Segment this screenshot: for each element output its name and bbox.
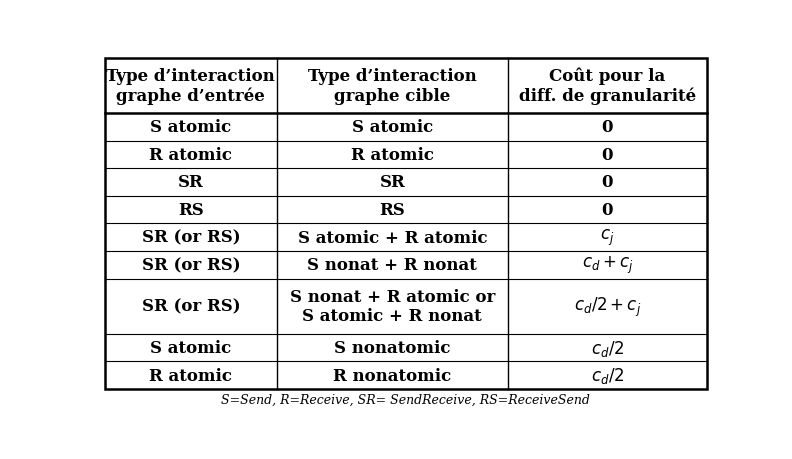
Text: SR (or RS): SR (or RS) — [142, 229, 240, 246]
Text: S atomic: S atomic — [352, 119, 433, 136]
Text: $c_d/2$: $c_d/2$ — [591, 365, 624, 385]
Text: 0: 0 — [602, 119, 613, 136]
Text: SR: SR — [178, 174, 204, 191]
Text: S=Send, R=Receive, SR= SendReceive, RS=ReceiveSend: S=Send, R=Receive, SR= SendReceive, RS=R… — [222, 392, 590, 406]
Text: $c_d/2 + c_j$: $c_d/2 + c_j$ — [573, 295, 641, 318]
Text: S atomic + R atomic: S atomic + R atomic — [298, 229, 487, 246]
Text: S nonatomic: S nonatomic — [334, 339, 451, 356]
Text: $c_d + c_j$: $c_d + c_j$ — [581, 255, 634, 276]
Text: SR: SR — [379, 174, 406, 191]
Text: RS: RS — [379, 202, 406, 218]
Text: 0: 0 — [602, 174, 613, 191]
Text: S nonat + R atomic or
S atomic + R nonat: S nonat + R atomic or S atomic + R nonat — [290, 288, 495, 325]
Text: R atomic: R atomic — [150, 367, 232, 384]
Text: Coût pour la
diff. de granularité: Coût pour la diff. de granularité — [519, 67, 696, 105]
Text: 0: 0 — [602, 146, 613, 163]
Text: $c_j$: $c_j$ — [600, 228, 615, 248]
Text: R nonatomic: R nonatomic — [333, 367, 451, 384]
Text: R atomic: R atomic — [351, 146, 434, 163]
Text: S atomic: S atomic — [150, 119, 231, 136]
Text: S nonat + R nonat: S nonat + R nonat — [307, 257, 478, 274]
Text: S atomic: S atomic — [150, 339, 231, 356]
Text: RS: RS — [178, 202, 204, 218]
Text: R atomic: R atomic — [150, 146, 232, 163]
Text: SR (or RS): SR (or RS) — [142, 298, 240, 315]
Text: 0: 0 — [602, 202, 613, 218]
Text: SR (or RS): SR (or RS) — [142, 257, 240, 274]
Text: Type d’interaction
graphe d’entrée: Type d’interaction graphe d’entrée — [106, 67, 276, 105]
Text: $c_d/2$: $c_d/2$ — [591, 338, 624, 358]
Text: Type d’interaction
graphe cible: Type d’interaction graphe cible — [308, 68, 477, 104]
